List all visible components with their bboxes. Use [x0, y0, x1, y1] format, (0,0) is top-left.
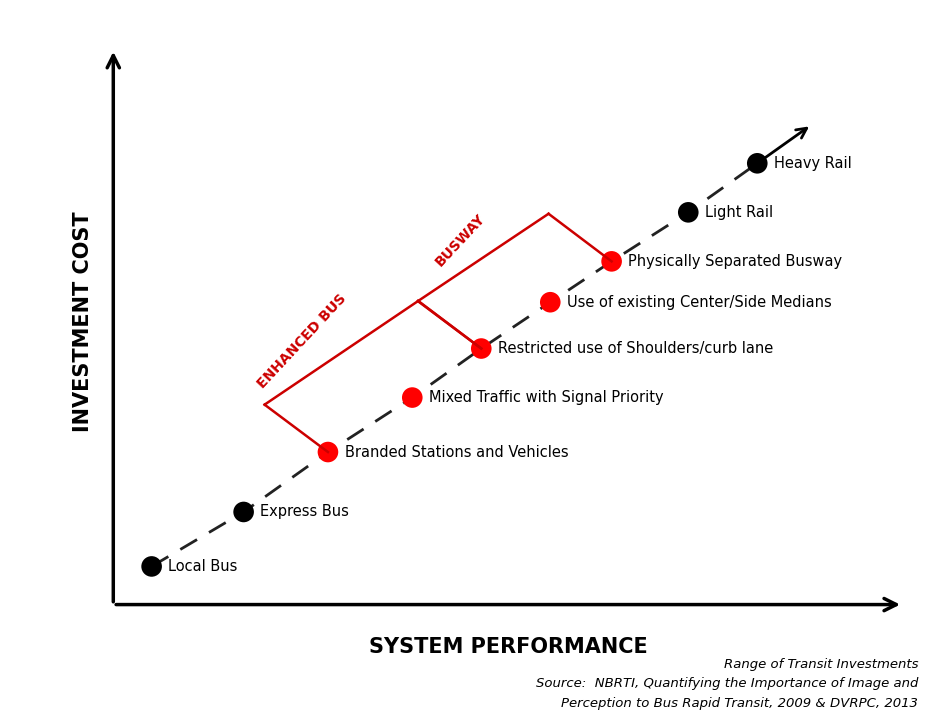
- Point: [749, 157, 764, 169]
- Text: Range of Transit Investments: Range of Transit Investments: [723, 658, 917, 671]
- Text: Physically Separated Busway: Physically Separated Busway: [628, 254, 841, 269]
- Point: [236, 506, 251, 518]
- Point: [404, 392, 419, 404]
- Text: INVESTMENT COST: INVESTMENT COST: [73, 211, 93, 432]
- Text: Perception to Bus Rapid Transit, 2009 & DVRPC, 2013: Perception to Bus Rapid Transit, 2009 & …: [561, 697, 917, 710]
- Point: [542, 297, 557, 308]
- Text: Branded Stations and Vehicles: Branded Stations and Vehicles: [344, 445, 568, 459]
- Text: Restricted use of Shoulders/curb lane: Restricted use of Shoulders/curb lane: [498, 341, 772, 356]
- Text: Source:  NBRTI, Quantifying the Importance of Image and: Source: NBRTI, Quantifying the Importanc…: [535, 677, 917, 690]
- Text: ENHANCED BUS: ENHANCED BUS: [255, 291, 349, 391]
- Text: SYSTEM PERFORMANCE: SYSTEM PERFORMANCE: [369, 638, 647, 657]
- Point: [144, 561, 159, 573]
- Text: Express Bus: Express Bus: [260, 505, 349, 519]
- Point: [680, 206, 695, 218]
- Text: Use of existing Center/Side Medians: Use of existing Center/Side Medians: [566, 295, 831, 310]
- Point: [474, 343, 489, 355]
- Text: BUSWAY: BUSWAY: [431, 211, 487, 269]
- Point: [320, 446, 335, 458]
- Text: Light Rail: Light Rail: [705, 205, 772, 219]
- Text: Local Bus: Local Bus: [168, 559, 238, 574]
- Text: Heavy Rail: Heavy Rail: [773, 156, 851, 171]
- Point: [604, 256, 619, 267]
- Text: Mixed Traffic with Signal Priority: Mixed Traffic with Signal Priority: [429, 390, 663, 405]
